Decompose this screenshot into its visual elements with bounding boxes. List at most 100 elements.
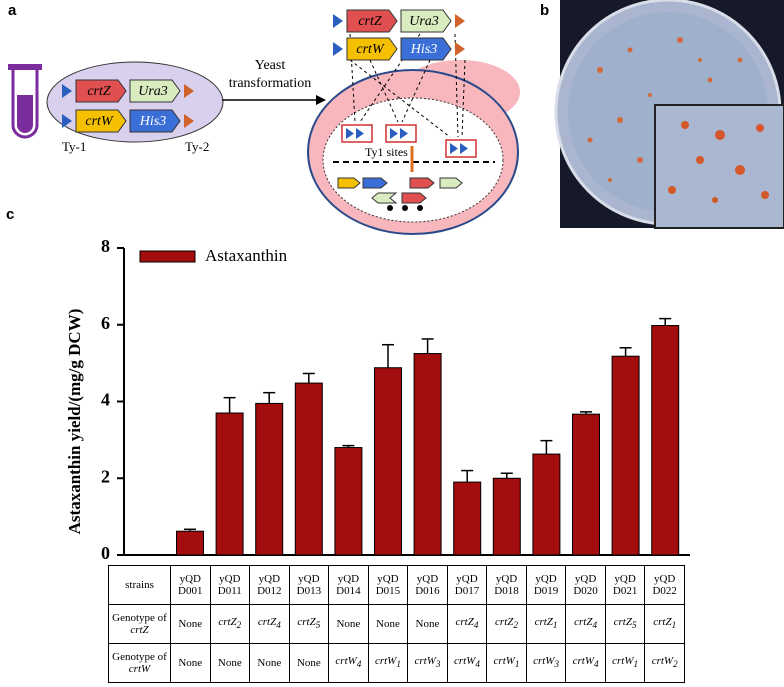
gene-name: crtW [612,655,634,668]
bar [215,412,244,556]
gene-name: crtZ [534,616,553,629]
gene-label: crtW [356,42,385,57]
genotype-cell: None [249,643,290,683]
row-label: Genotype of crtW [108,643,171,683]
genotype-gene: crtZ1 [534,616,558,631]
genotype-cell: crtW3 [525,643,567,683]
gene-index: 2 [673,659,678,670]
gene-name: crtW [335,655,357,668]
gene-label: crtZ [87,84,111,99]
sites-label: Ty1 sites [365,145,408,159]
panel-label: c [6,206,14,223]
row-label: Genotype of crtZ [108,604,171,644]
gene-index: 2 [513,620,518,631]
gene-index: 5 [315,620,321,631]
terminator [184,84,194,98]
strain-label: yQD D015 [367,565,409,605]
gene-index: 4 [593,659,599,670]
strain-label: yQD D022 [644,565,685,605]
gene-box [75,79,127,103]
table-row: Genotype of crtZ None crtZ2 crtZ4 crtZ5 None N… [108,604,685,644]
gene-index: 1 [671,620,677,631]
gene-index: 1 [552,620,558,631]
genotype-gene: crtW4 [454,655,480,669]
gene-index: 3 [435,659,441,670]
genotype-gene: crtZ5 [614,616,637,631]
genotype-gene: crtZ1 [653,616,677,631]
legend-label: Astaxanthin [205,246,288,265]
genotype-cell: None [407,604,448,644]
bar [532,453,561,556]
genotype-gene: crtZ4 [456,616,479,631]
row-label-gene: crtW [128,663,151,675]
gene-index: 5 [631,620,637,631]
gene-name: crtW [414,655,436,668]
genotype-gene: crtW3 [533,655,559,669]
bar [453,481,482,556]
genotype-cell: crtW1 [604,643,646,683]
arrow-head [316,95,326,105]
gene-index: 4 [473,620,479,631]
gene-name: crtZ [653,616,672,629]
genotype-cell: None [170,604,211,644]
strain-label: yQD D013 [288,565,330,605]
genotype-gene: crtW4 [335,655,362,670]
arrow-label: Yeast [255,58,286,73]
genotype-cell: crtZ5 [288,604,330,644]
gene-box [129,79,181,103]
bar [176,530,204,556]
genotype-gene: crtW1 [612,655,638,669]
gene-label: Ura3 [409,14,439,29]
panel-label: b [540,2,549,19]
gene-index: 4 [592,620,598,631]
panel-label: a [8,2,17,19]
bar [294,382,323,556]
strain-label: yQD D021 [604,565,646,605]
genotype-gene: crtW3 [414,655,441,670]
promoter [62,84,72,98]
promoter [333,14,343,28]
genotype-cell: crtW3 [407,643,448,683]
gene-index: 1 [396,659,401,670]
strain-label: yQD D016 [407,565,448,605]
genotype-table: strains yQD D001 yQD D011 yQD D012 yQD D013 y… [108,565,685,683]
figure: a b c Yeast transformation [6,0,784,563]
gene-index: 4 [276,620,281,631]
bar [334,447,363,556]
promoter [62,114,72,128]
genotype-cell: crtZ4 [446,604,488,644]
genotype-gene: crtZ4 [574,616,598,631]
gene-box [346,37,398,61]
gene-name: crtZ [257,616,277,629]
genotype-cell: crtW1 [486,643,527,683]
gene-box [400,9,452,33]
ty-label: Ty-1 [62,139,86,154]
genotype-cell: None [328,604,369,644]
y-tick-label: 2 [101,466,110,486]
genotype-cell: crtW1 [367,643,409,683]
genotype-cell: None [367,604,409,644]
ty-label: Ty-2 [185,139,209,154]
row-label-gene: crtZ [130,624,149,636]
gene-label: Ura3 [138,84,168,99]
gene-name: crtW [533,655,555,668]
genotype-cell: crtZ2 [486,604,527,644]
strain-label: yQD D018 [486,565,527,605]
genotype-cell: crtZ5 [604,604,646,644]
gene-name: crtW [572,655,594,668]
gene-index: 1 [514,659,520,670]
gene-name: crtW [651,655,674,668]
gene-label: crtW [85,114,114,129]
row-label-text: Genotype of [112,651,167,663]
strain-label: yQD D001 [170,565,211,605]
gene-index: 2 [236,620,242,631]
gene-box [400,37,452,61]
genotype-cell: None [170,643,211,683]
gene-index: 4 [356,659,362,670]
table-header: strains [108,565,171,605]
table-row: Genotype of crtW None None None None crtW4 crt… [108,643,685,683]
strain-label: yQD D020 [565,565,606,605]
bar [374,367,402,556]
gene-name: crtW [493,655,515,668]
row-label-text: Genotype of [112,612,167,624]
